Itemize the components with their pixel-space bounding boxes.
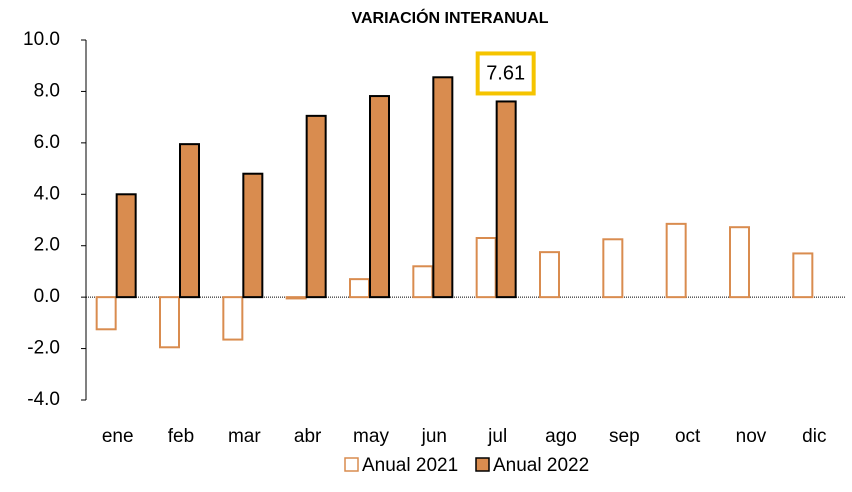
x-tick-label: ago [545,426,577,447]
bar [285,296,307,300]
y-tick-label: 10.0 [23,29,60,50]
bar [95,296,117,331]
bar [305,114,327,299]
bar [729,226,750,299]
legend-swatch [344,457,359,472]
legend-label: Anual 2022 [493,455,589,476]
y-tick-label: 4.0 [34,183,60,204]
x-tick-label: may [353,426,389,447]
x-tick-label: dic [802,426,826,447]
bar [349,278,370,299]
legend-swatch [475,457,490,472]
bar [179,143,200,299]
bar [432,76,454,299]
y-tick-label: 8.0 [34,80,60,101]
y-tick-label: -2.0 [27,338,60,359]
bar [159,296,180,349]
y-tick-label: 6.0 [34,132,60,153]
bar [792,252,814,299]
x-tick-label: jun [421,426,447,447]
bar [602,238,624,299]
y-tick-label: -4.0 [27,389,60,410]
legend-label: Anual 2021 [362,455,458,476]
bar [242,172,264,299]
bar [115,193,137,299]
bar [412,265,434,299]
y-tick-label: 2.0 [34,235,60,256]
bar [475,237,497,299]
bar [665,222,687,299]
y-tick-label: 0.0 [34,286,60,307]
chart-title: VARIACIÓN INTERANUAL [351,8,548,27]
x-tick-label: sep [609,426,640,447]
bar [369,95,390,299]
label-box [475,51,536,96]
bar [495,100,517,299]
x-tick-label: feb [168,426,194,447]
bar [539,251,560,299]
x-tick-label: jul [487,426,507,447]
x-tick-label: nov [736,426,767,447]
x-tick-label: abr [294,426,322,447]
data-label: 7.61 [486,63,525,85]
bar [222,296,244,341]
x-tick-label: oct [675,426,701,447]
x-tick-label: ene [102,426,134,447]
x-tick-label: mar [228,426,261,447]
